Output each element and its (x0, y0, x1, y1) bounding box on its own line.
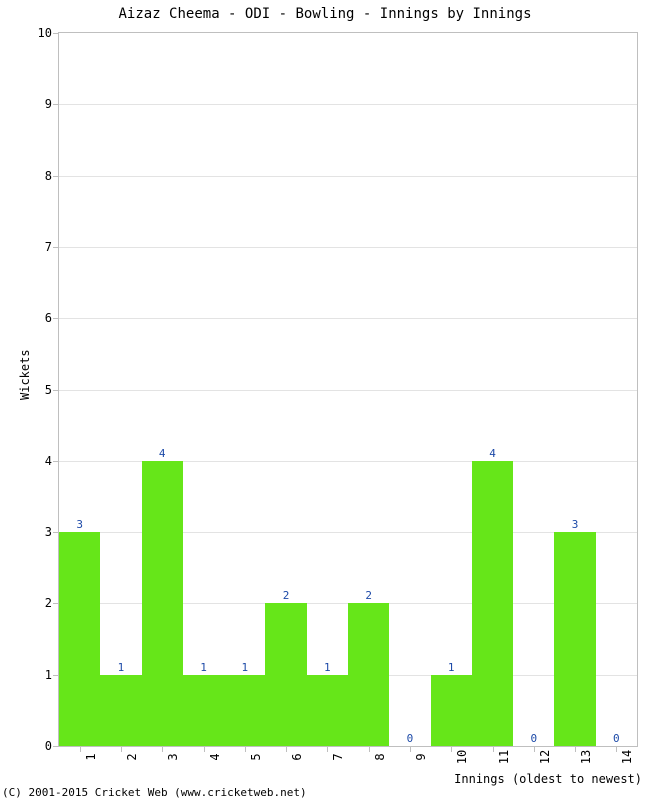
x-tick-label: 12 (538, 750, 552, 764)
y-tick-mark (53, 532, 58, 533)
y-tick-mark (53, 104, 58, 105)
y-tick-mark (53, 318, 58, 319)
y-tick-label: 1 (12, 668, 52, 682)
x-axis-label: Innings (oldest to newest) (454, 772, 642, 786)
y-tick-mark (53, 461, 58, 462)
y-tick-label: 9 (12, 97, 52, 111)
bar-value-label: 1 (241, 661, 248, 674)
gridline (59, 176, 637, 177)
bar-value-label: 4 (489, 447, 496, 460)
x-tick-mark (493, 747, 494, 752)
x-tick-label: 4 (208, 753, 222, 760)
x-tick-label: 10 (455, 750, 469, 764)
x-tick-mark (80, 747, 81, 752)
bar (431, 675, 472, 746)
gridline (59, 247, 637, 248)
x-tick-label: 13 (579, 750, 593, 764)
x-tick-label: 14 (620, 750, 634, 764)
y-tick-mark (53, 33, 58, 34)
bar-value-label: 3 (76, 518, 83, 531)
bar (224, 675, 265, 746)
x-tick-label: 5 (249, 753, 263, 760)
y-tick-label: 3 (12, 525, 52, 539)
bar (59, 532, 100, 746)
x-tick-mark (410, 747, 411, 752)
chart-container: Aizaz Cheema - ODI - Bowling - Innings b… (0, 0, 650, 800)
x-tick-mark (162, 747, 163, 752)
x-tick-mark (286, 747, 287, 752)
y-tick-label: 5 (12, 383, 52, 397)
y-tick-mark (53, 390, 58, 391)
x-tick-mark (616, 747, 617, 752)
bar-value-label: 2 (283, 589, 290, 602)
x-tick-mark (204, 747, 205, 752)
y-tick-mark (53, 176, 58, 177)
bar (472, 461, 513, 746)
gridline (59, 104, 637, 105)
x-tick-mark (369, 747, 370, 752)
bar-value-label: 0 (613, 732, 620, 745)
bar (265, 603, 306, 746)
bar (307, 675, 348, 746)
bar (100, 675, 141, 746)
y-tick-mark (53, 603, 58, 604)
bar-value-label: 4 (159, 447, 166, 460)
bar (183, 675, 224, 746)
x-tick-mark (575, 747, 576, 752)
y-tick-mark (53, 675, 58, 676)
y-tick-label: 7 (12, 240, 52, 254)
gridline (59, 390, 637, 391)
y-tick-label: 10 (12, 26, 52, 40)
y-tick-mark (53, 746, 58, 747)
y-tick-mark (53, 247, 58, 248)
x-tick-label: 2 (125, 753, 139, 760)
x-tick-label: 8 (373, 753, 387, 760)
bar-value-label: 1 (324, 661, 331, 674)
gridline (59, 318, 637, 319)
bar-value-label: 1 (118, 661, 125, 674)
plot-area (58, 32, 638, 747)
y-tick-label: 2 (12, 596, 52, 610)
x-tick-mark (451, 747, 452, 752)
y-tick-label: 0 (12, 739, 52, 753)
bar (554, 532, 595, 746)
x-tick-mark (534, 747, 535, 752)
bar-value-label: 2 (365, 589, 372, 602)
x-tick-mark (327, 747, 328, 752)
x-tick-label: 1 (84, 753, 98, 760)
bar-value-label: 0 (530, 732, 537, 745)
y-tick-label: 8 (12, 169, 52, 183)
copyright-text: (C) 2001-2015 Cricket Web (www.cricketwe… (2, 786, 307, 799)
bar (348, 603, 389, 746)
x-tick-label: 11 (497, 750, 511, 764)
chart-title: Aizaz Cheema - ODI - Bowling - Innings b… (0, 6, 650, 22)
y-tick-label: 6 (12, 311, 52, 325)
x-tick-label: 7 (331, 753, 345, 760)
y-tick-label: 4 (12, 454, 52, 468)
bar-value-label: 3 (572, 518, 579, 531)
bar-value-label: 1 (200, 661, 207, 674)
x-tick-mark (121, 747, 122, 752)
x-tick-label: 3 (166, 753, 180, 760)
x-tick-label: 6 (290, 753, 304, 760)
bar-value-label: 1 (448, 661, 455, 674)
x-tick-mark (245, 747, 246, 752)
x-tick-label: 9 (414, 753, 428, 760)
bar (142, 461, 183, 746)
bar-value-label: 0 (407, 732, 414, 745)
